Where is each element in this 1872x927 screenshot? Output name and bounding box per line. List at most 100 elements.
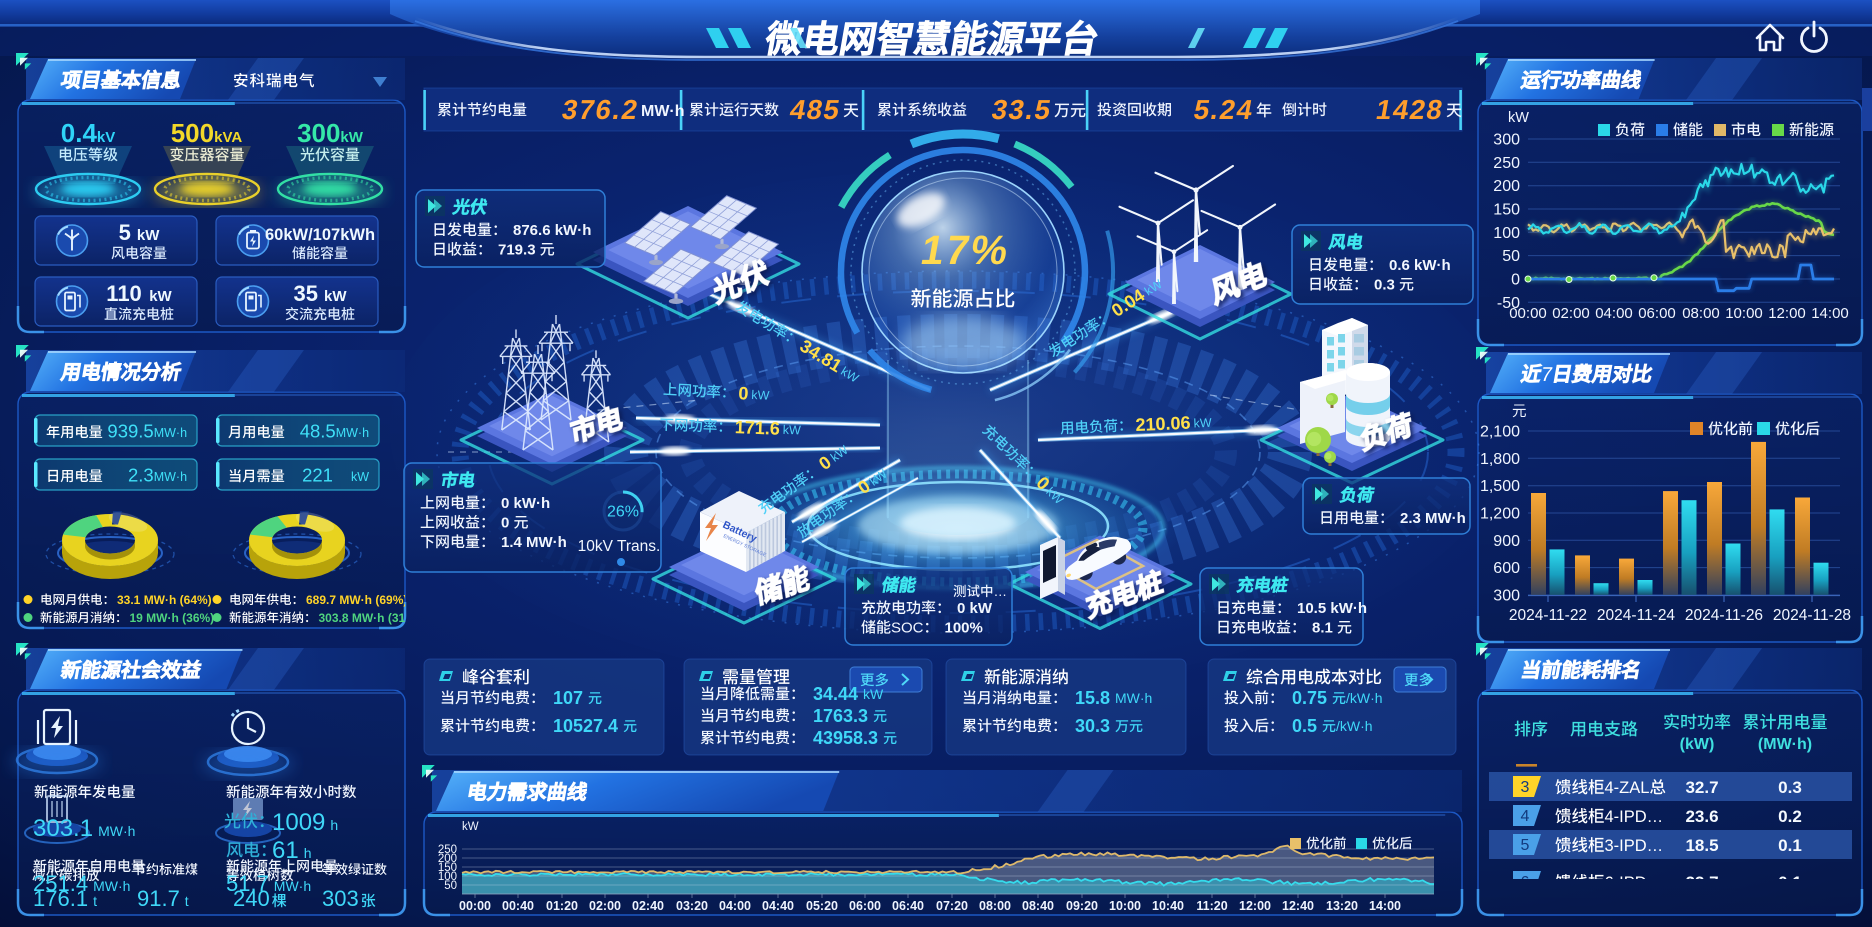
svg-text:43958.3: 43958.3 [813,728,878,748]
svg-text:876.6 kW·h: 876.6 kW·h [513,222,591,239]
svg-text:MW·h: MW·h [1115,690,1152,706]
svg-text:32.7: 32.7 [1685,778,1718,797]
svg-text:2.3 MW·h: 2.3 MW·h [1400,510,1466,527]
svg-text:0.4: 0.4 [61,118,98,148]
svg-text:14:00: 14:00 [1811,305,1849,322]
svg-text:19 MW·h (36%): 19 MW·h (36%) [130,611,215,625]
svg-text:kW: kW [751,388,770,403]
svg-text:00:40: 00:40 [502,899,534,913]
svg-text:MW·h: MW·h [98,823,135,839]
svg-text:22.7: 22.7 [1685,873,1718,892]
svg-text:500: 500 [171,118,214,148]
svg-text:34.44: 34.44 [813,684,858,704]
svg-text:33.1 MW·h (64%): 33.1 MW·h (64%) [117,593,212,607]
svg-text:0 kW: 0 kW [957,600,993,617]
svg-text:04:00: 04:00 [719,899,751,913]
svg-text:(kW): (kW) [1680,736,1715,753]
svg-text:08:00: 08:00 [1682,305,1720,322]
svg-text:kV: kV [97,129,115,146]
svg-text:61: 61 [272,837,299,864]
svg-text:171.6: 171.6 [735,417,781,439]
svg-text:h: h [304,845,312,861]
svg-text:kW: kW [863,686,884,702]
svg-text:50: 50 [1502,248,1520,265]
svg-text:SOC: SOC [891,620,924,637]
svg-text:4-ZAL: 4-ZAL [1605,779,1650,797]
svg-text:10527.4: 10527.4 [553,716,618,736]
svg-text:kW: kW [1193,416,1212,431]
svg-text:0.3: 0.3 [1374,277,1395,294]
svg-text:0: 0 [1511,272,1520,289]
svg-text:17%: 17% [917,227,1013,273]
svg-text:5.24: 5.24 [1191,94,1256,125]
svg-text:kW: kW [783,423,802,438]
svg-text:03:20: 03:20 [676,899,708,913]
svg-text:6: 6 [1521,874,1530,891]
svg-text:2024-11-28: 2024-11-28 [1773,607,1851,624]
svg-text:3-IPD…: 3-IPD… [1605,837,1664,855]
svg-text:100: 100 [438,871,457,883]
svg-text:0.3: 0.3 [1778,778,1802,797]
svg-text:2.3: 2.3 [128,465,154,486]
svg-text:0.1: 0.1 [1778,873,1802,892]
svg-text:210.06: 210.06 [1135,413,1191,435]
svg-text:1,800: 1,800 [1480,451,1520,468]
svg-text:3: 3 [1521,779,1530,796]
svg-text:01:20: 01:20 [546,899,578,913]
svg-text:06:40: 06:40 [892,899,924,913]
svg-text:kW: kW [137,227,160,244]
svg-text:2024-11-26: 2024-11-26 [1685,607,1763,624]
svg-text:30.3: 30.3 [1075,716,1110,736]
svg-text:150: 150 [438,862,457,874]
svg-text:kVA: kVA [214,129,242,146]
svg-text:7: 7 [1539,364,1554,386]
svg-text:303.1: 303.1 [33,815,93,842]
svg-text:300: 300 [297,118,340,148]
svg-text:200: 200 [438,853,457,865]
svg-text:kW: kW [340,129,363,146]
svg-text:06:00: 06:00 [1638,305,1676,322]
svg-text:240: 240 [233,886,270,911]
svg-text:09:20: 09:20 [1066,899,1098,913]
svg-text:02:00: 02:00 [589,899,621,913]
svg-text:300: 300 [1493,588,1520,605]
svg-text:10.5 kW·h: 10.5 kW·h [1297,600,1367,617]
svg-text:4: 4 [1521,808,1530,825]
svg-text:00:00: 00:00 [459,899,491,913]
svg-text:60kW/107kWh: 60kW/107kWh [265,226,375,244]
svg-text:kW: kW [351,470,369,484]
svg-text:kW: kW [149,288,172,305]
svg-text:08:00: 08:00 [979,899,1011,913]
svg-text:MW·h: MW·h [274,878,311,894]
svg-text:/kW·h: /kW·h [1336,718,1373,734]
svg-text:13:20: 13:20 [1326,899,1358,913]
svg-text:10:00: 10:00 [1109,899,1141,913]
svg-text:485: 485 [788,94,844,125]
svg-text:1,500: 1,500 [1480,478,1520,495]
svg-text:MW·h: MW·h [336,426,369,440]
svg-text:250: 250 [438,844,457,856]
svg-text:04:00: 04:00 [1595,305,1633,322]
svg-text:t: t [185,893,189,909]
svg-text:kW: kW [1508,110,1529,126]
svg-text:200: 200 [1493,178,1520,195]
svg-text:900: 900 [1493,533,1520,550]
svg-text:18.5: 18.5 [1685,836,1718,855]
svg-text:110: 110 [106,281,142,306]
svg-text:11:20: 11:20 [1196,899,1227,913]
svg-text:250: 250 [1493,155,1520,172]
svg-text:0: 0 [501,515,509,532]
svg-text:23.6: 23.6 [1685,807,1718,826]
svg-text:2024-11-22: 2024-11-22 [1509,607,1587,624]
svg-text:100%: 100% [945,620,983,637]
svg-text:10kV Trans.: 10kV Trans. [578,538,661,555]
svg-text:12:00: 12:00 [1239,899,1271,913]
svg-text:00:00: 00:00 [1509,305,1547,322]
svg-text:/kW·h: /kW·h [1346,690,1383,706]
svg-text:05:20: 05:20 [806,899,838,913]
svg-text:02:40: 02:40 [632,899,664,913]
svg-text:t: t [93,893,97,909]
svg-text:48.5: 48.5 [300,421,336,442]
svg-text:689.7 MW·h (69%): 689.7 MW·h (69%) [306,593,407,607]
svg-text:221: 221 [302,465,333,486]
